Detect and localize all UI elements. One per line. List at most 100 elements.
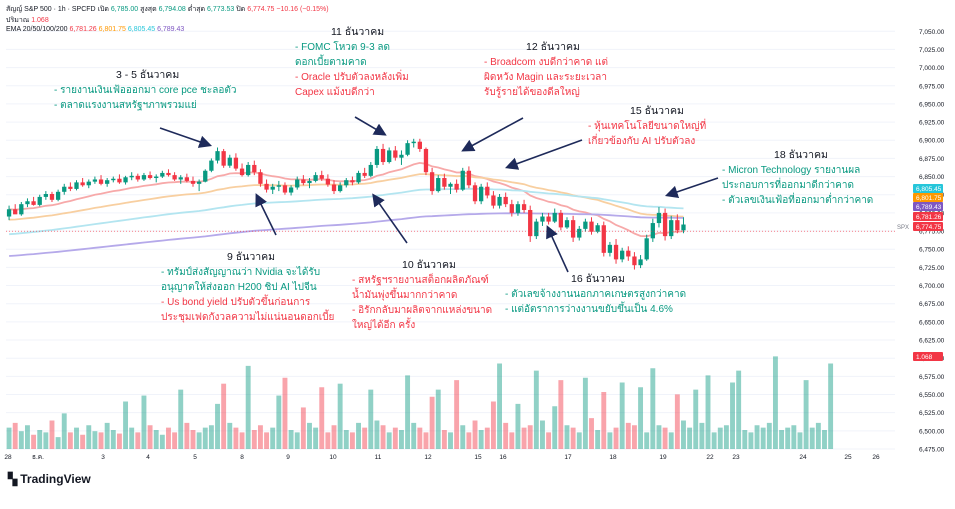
candle xyxy=(221,148,226,168)
candle xyxy=(154,174,159,183)
volume-bar xyxy=(319,387,325,449)
candle-body xyxy=(521,204,527,210)
volume-bar xyxy=(699,422,705,449)
candle xyxy=(111,176,116,183)
annotation-arrow xyxy=(664,177,719,198)
candle-body xyxy=(583,221,588,229)
candle xyxy=(98,175,104,186)
candle-body xyxy=(258,172,263,184)
candle xyxy=(472,182,478,205)
candle xyxy=(178,175,183,184)
candle-body xyxy=(68,186,73,189)
candle-body xyxy=(98,179,104,184)
candle xyxy=(669,215,674,240)
y-tick-label: 6,500.00 xyxy=(919,428,945,435)
candle-body xyxy=(368,164,373,176)
candle xyxy=(68,182,73,192)
candle xyxy=(276,180,281,192)
volume-bar xyxy=(147,425,153,449)
candle xyxy=(331,180,337,194)
time-axis[interactable]: 28 ธ.ค. 3 4 5 8 9 10 11 12 15 16 17 18 19 22 23 24 25 26 xyxy=(4,454,880,461)
candle-body xyxy=(307,180,312,184)
ema200-line xyxy=(9,212,684,257)
price-label-box xyxy=(913,184,943,193)
y-tick-label: 7,000.00 xyxy=(919,65,945,72)
x-tick-label: 5 xyxy=(193,454,197,461)
candle-body xyxy=(620,250,625,260)
volume-bar xyxy=(239,432,245,449)
candle xyxy=(442,173,447,190)
volume-bar xyxy=(460,425,466,449)
volume-bar xyxy=(656,425,662,449)
candle-body xyxy=(264,183,269,190)
candle xyxy=(387,147,392,164)
symbol-header: สัญญ์ S&P 500 · 1h · SPCFD เปิด 6,785.00… xyxy=(6,6,329,13)
annotation-dec18: 18 ธันวาคม - Micron Technology รายงานผล … xyxy=(722,149,874,206)
x-tick-label: 4 xyxy=(146,454,150,461)
volume-bar xyxy=(31,434,37,449)
candle-body xyxy=(662,212,668,237)
candle-body xyxy=(154,176,159,179)
candle-body xyxy=(515,204,521,213)
volume-bar xyxy=(515,403,521,449)
tradingview-logo[interactable]: ▚ TradingView xyxy=(8,472,91,486)
candle xyxy=(350,176,355,186)
volume-bar xyxy=(12,422,18,449)
volume-bar xyxy=(300,407,306,449)
candle xyxy=(37,194,42,207)
candle xyxy=(295,176,300,190)
candle-body xyxy=(62,186,67,192)
x-tick-label: 23 xyxy=(732,454,740,461)
candle-body xyxy=(681,224,686,231)
candle-body xyxy=(423,148,429,173)
y-tick-label: 6,750.00 xyxy=(919,247,945,254)
candle xyxy=(491,191,496,209)
volume-bar xyxy=(527,425,533,449)
volume-bar xyxy=(184,422,190,449)
candle xyxy=(632,252,637,270)
candle xyxy=(117,174,122,184)
candle xyxy=(399,150,404,165)
volume-bar xyxy=(644,432,650,449)
volume-bar xyxy=(116,433,122,449)
candle-body xyxy=(178,177,183,180)
x-tick-label: ธ.ค. xyxy=(32,454,44,461)
symbol-name[interactable]: สัญญ์ S&P 500 · 1h · SPCFD xyxy=(6,6,96,13)
candle-body xyxy=(454,183,459,190)
volume-bar xyxy=(270,427,276,449)
candle xyxy=(6,205,12,221)
candle xyxy=(356,170,361,184)
candle-body xyxy=(13,209,18,215)
symbol-label: SPX xyxy=(897,225,909,231)
annotation-dec12: 12 ธันวาคม - Broadcom งบดีกว่าคาด แต่ ผิ… xyxy=(484,41,608,98)
volume-bar xyxy=(386,432,392,449)
volume-bar xyxy=(509,432,515,449)
candle-body xyxy=(399,154,404,158)
candle-body xyxy=(19,204,24,215)
candle xyxy=(675,214,680,234)
candle-body xyxy=(613,244,619,260)
candle-body xyxy=(135,175,140,180)
ema20-line xyxy=(9,161,684,238)
candle xyxy=(301,175,306,186)
candle-body xyxy=(160,172,165,177)
price-axis[interactable]: 7,050.00 7,025.00 7,000.00 6,975.00 6,950.00… xyxy=(919,29,945,454)
candle xyxy=(209,158,214,173)
volume-bar xyxy=(595,430,601,449)
candle xyxy=(454,179,459,193)
candle-body xyxy=(417,141,422,149)
volume-bar xyxy=(650,368,656,449)
candle xyxy=(227,154,232,168)
volume-bar xyxy=(441,430,447,449)
volume-bar xyxy=(405,375,411,449)
candle xyxy=(160,170,165,179)
candle-body xyxy=(270,186,275,190)
candle-body xyxy=(601,225,606,253)
candle-body xyxy=(49,194,55,200)
volume-bar xyxy=(392,427,398,449)
candle-body xyxy=(295,179,300,188)
candle xyxy=(313,172,318,183)
x-tick-label: 28 xyxy=(4,454,12,461)
candle-body xyxy=(313,175,318,181)
